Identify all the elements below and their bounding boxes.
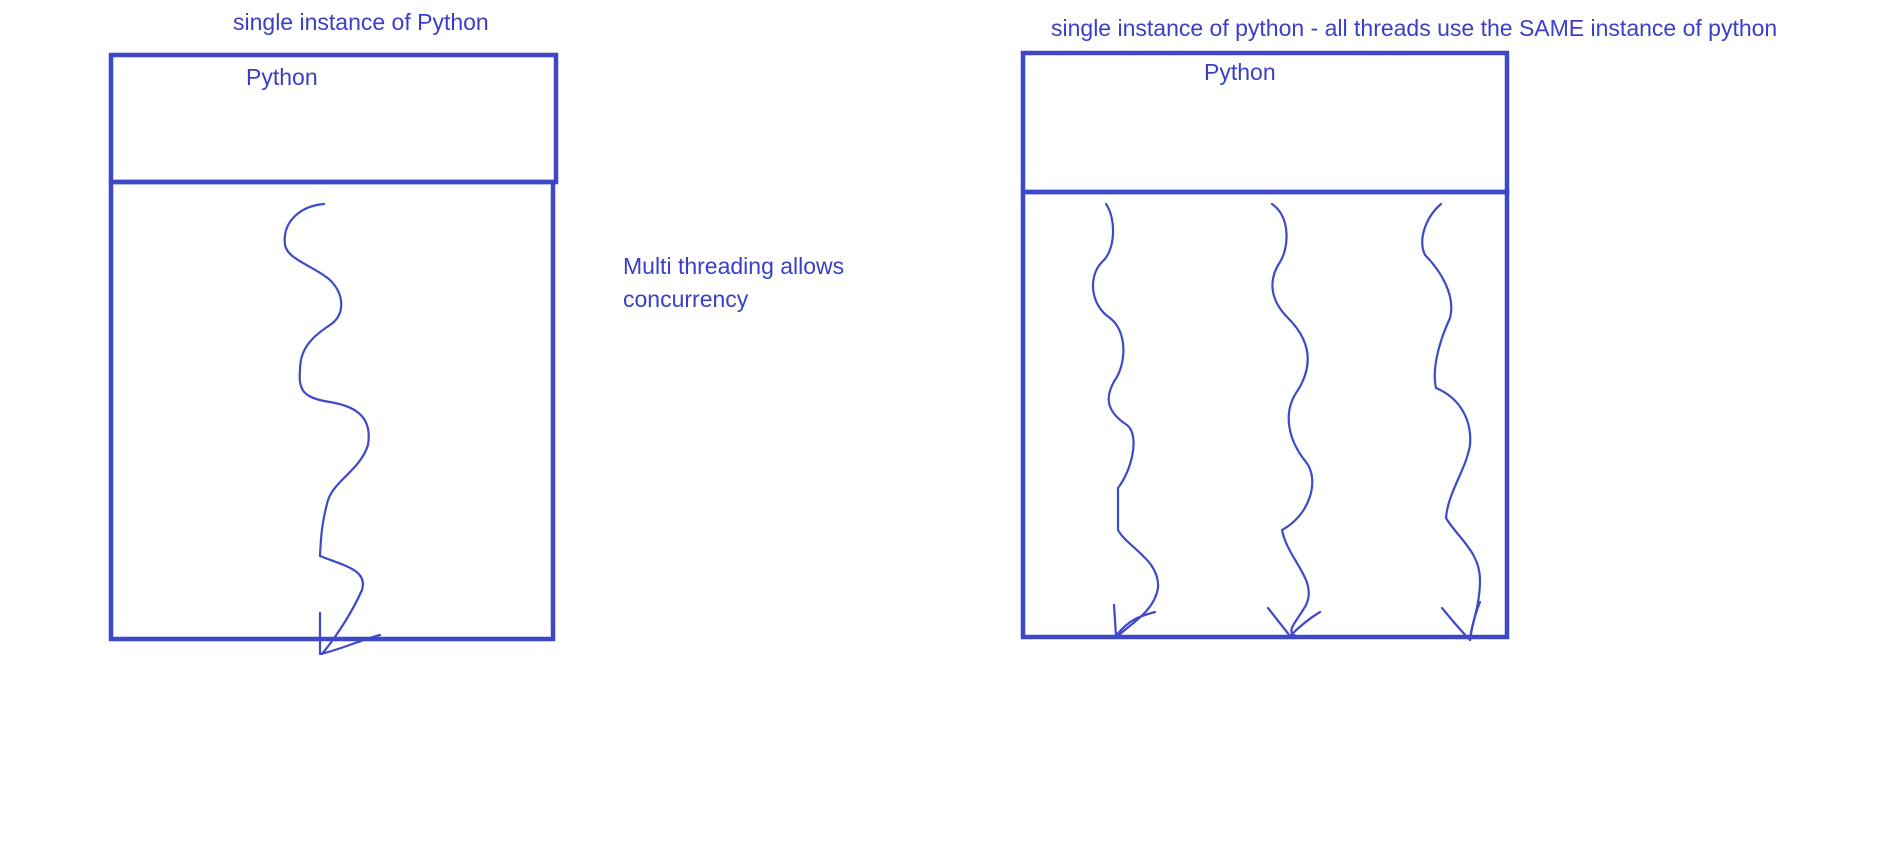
right-python-label: Python bbox=[1204, 59, 1276, 85]
note-line-2: concurrency bbox=[623, 286, 749, 312]
left-caption: single instance of Python bbox=[233, 9, 489, 35]
left-python-instance-box bbox=[108, 52, 559, 185]
right-caption: single instance of python - all threads … bbox=[1051, 15, 1777, 41]
note-line-1: Multi threading allows bbox=[623, 253, 844, 279]
concurrency-note: Multi threading allows concurrency bbox=[623, 253, 851, 312]
left-python-label: Python bbox=[246, 64, 318, 90]
multi-thread-diagram: single instance of python - all threads … bbox=[1020, 15, 1777, 642]
thread-line-3 bbox=[1421, 202, 1482, 642]
thread-line-2 bbox=[1266, 202, 1322, 638]
thread-line-1 bbox=[1091, 202, 1160, 638]
thread-line bbox=[283, 202, 382, 656]
single-thread-diagram: single instance of Python Python bbox=[108, 9, 559, 656]
right-process-box bbox=[1020, 189, 1510, 640]
left-process-box bbox=[108, 179, 556, 642]
